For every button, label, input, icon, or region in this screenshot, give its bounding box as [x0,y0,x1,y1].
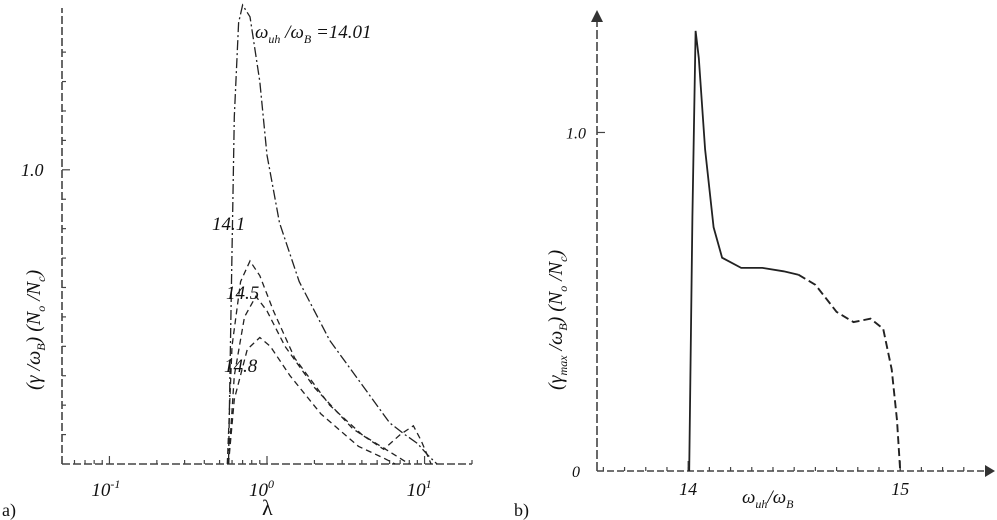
series-line-14.8 [227,336,396,465]
chart-panel-a: 10-1 100 101 1.0 ωuh /ωB =14.01 14.1 14.5 14.8 λ… [2,3,473,520]
series-label-14.1: 14.1 [212,214,245,235]
x-axis-label: ωuh/ωB [742,487,794,511]
y-axis-label: (γmax /ωB) (No /Nc) [545,250,570,390]
series-line-dashed [797,273,902,472]
x-tick-label: 100 [249,477,274,501]
series-line-14.01 [227,3,438,465]
y-tick-label: 1.0 [566,125,586,142]
series-line-14.5 [227,295,432,465]
series-line-solid [688,30,799,472]
y-axis-label: (γ /ωB) (No /Nc) [23,270,48,390]
x-tick-label: 101 [407,477,432,501]
series-label-14.8: 14.8 [224,356,258,377]
x-tick-label: 14 [679,479,697,499]
series-label-14.01: ωuh /ωB =14.01 [255,22,372,46]
series-line-14.1 [226,259,410,465]
x-tick-label: 15 [891,479,909,499]
chart-panel-b: 14 15 0 1.0 ωuh/ωB (γmax /ωB) (No /Nc) b) [514,10,995,520]
y-axis-arrow [591,10,603,22]
panel-label-a: a) [2,500,16,520]
x-axis-arrow [985,465,995,477]
y-tick-label: 0 [572,464,580,481]
panel-label-b: b) [514,500,529,520]
series-label-14.5: 14.5 [226,283,259,304]
x-tick-label: 10-1 [91,477,120,501]
x-axis-label: λ [262,495,273,520]
y-tick-label: 1.0 [21,160,44,180]
